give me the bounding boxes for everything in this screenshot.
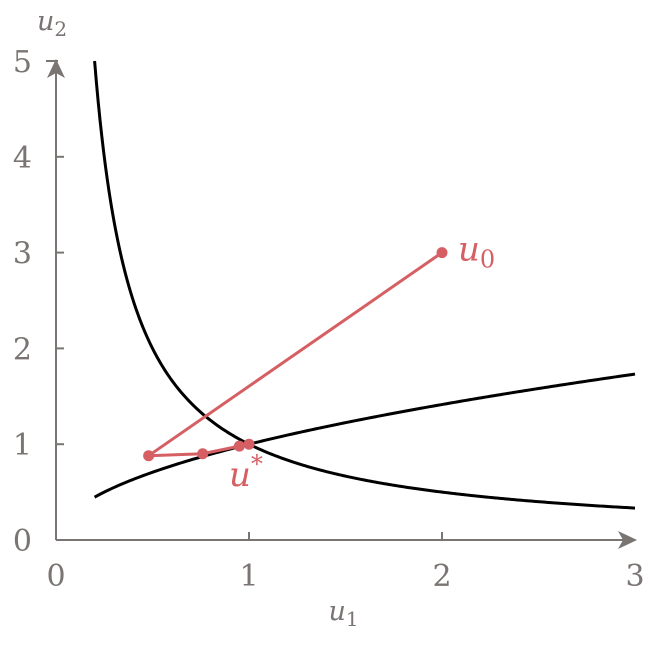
x-axis-arrowhead xyxy=(618,531,637,549)
annotation-u0-main: u xyxy=(458,230,480,270)
y-axis-label-main: u xyxy=(37,6,54,37)
y-axis-label-subscript: 2 xyxy=(54,17,67,41)
tick-group: 0 1 2 3 0 1 2 3 4 5 xyxy=(13,45,645,594)
y-tick-label: 5 xyxy=(13,45,32,80)
y-tick-label: 3 xyxy=(13,237,32,272)
iterate-point xyxy=(436,247,448,259)
series-curve-reciprocal xyxy=(93,60,636,510)
x-tick-label: 2 xyxy=(432,559,451,594)
iterate-point xyxy=(233,440,245,452)
iterate-point xyxy=(243,438,255,450)
annotation-u0: u0 xyxy=(458,230,495,274)
iterate-point xyxy=(197,448,209,460)
iterate-point xyxy=(143,450,155,462)
annotation-u0-subscript: 0 xyxy=(480,246,495,274)
y-tick-label: 2 xyxy=(13,332,32,367)
x-axis-label: u1 xyxy=(328,596,358,631)
x-axis-label-subscript: 1 xyxy=(346,607,359,631)
annotation-u-star: u* xyxy=(229,450,263,495)
y-axis-arrowhead xyxy=(47,59,65,78)
iterate-path-line xyxy=(147,251,443,458)
x-tick-label: 1 xyxy=(239,559,258,594)
x-axis-label-main: u xyxy=(328,596,345,627)
x-tick-label: 3 xyxy=(625,559,644,594)
y-tick-label: 0 xyxy=(13,524,32,559)
y-tick-label: 1 xyxy=(13,428,32,463)
y-tick-label: 4 xyxy=(13,141,32,176)
iterate-points-group xyxy=(143,247,448,462)
annotation-u-star-main: u xyxy=(229,455,251,495)
y-axis-label: u2 xyxy=(37,6,67,41)
series-curve-sqrt xyxy=(93,372,636,499)
x-tick-label: 0 xyxy=(46,559,65,594)
annotation-u-star-superscript: * xyxy=(251,450,263,478)
